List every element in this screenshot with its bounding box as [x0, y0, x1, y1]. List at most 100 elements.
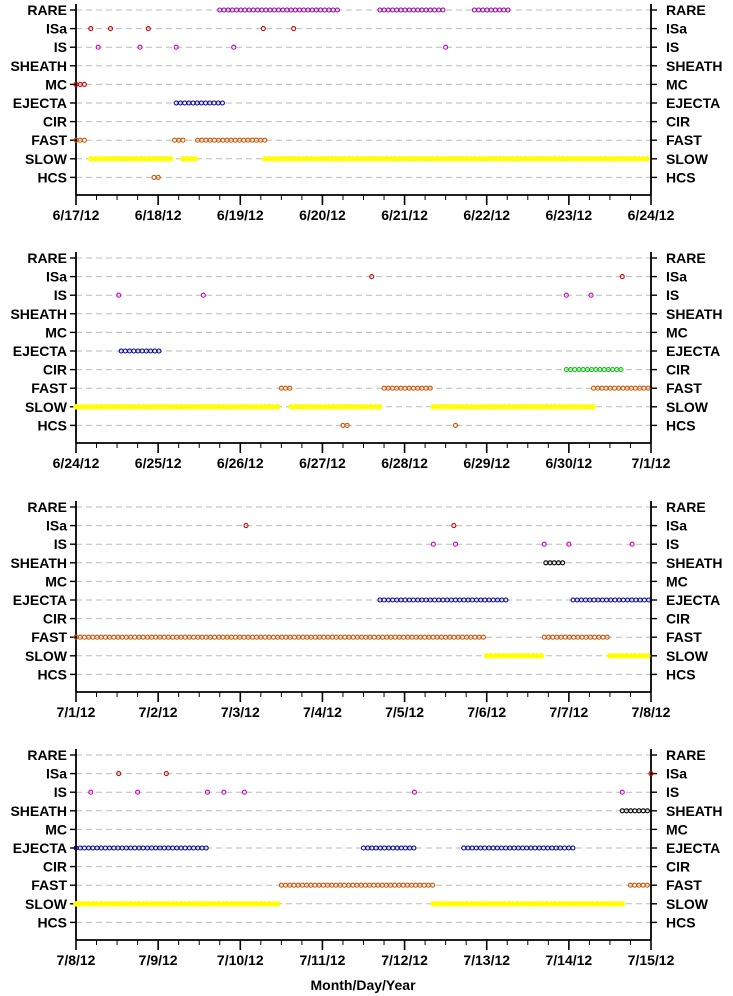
series-ejecta [73, 845, 576, 851]
event-marker-slow [404, 156, 411, 162]
series-slow [73, 404, 596, 410]
event-marker-slow [367, 156, 373, 162]
event-marker-slow [505, 156, 512, 162]
category-label-right: SLOW [666, 399, 709, 415]
event-marker-fast [427, 385, 433, 391]
category-label-right: RARE [666, 250, 706, 266]
event-marker-slow [535, 404, 542, 410]
event-point-is [204, 789, 210, 795]
event-marker-slow [253, 901, 260, 907]
event-marker-slow [467, 156, 474, 162]
event-marker-slow [598, 156, 604, 162]
event-marker-fast [111, 634, 117, 640]
event-marker-ejecta [161, 845, 167, 851]
category-label-left: ISa [46, 766, 67, 782]
event-marker-fast [571, 634, 577, 640]
event-marker-slow [341, 156, 348, 162]
event-marker-slow [192, 156, 199, 162]
event-marker-slow [343, 404, 349, 410]
event-marker-mc [81, 81, 87, 87]
event-marker-slow [443, 404, 449, 410]
category-label-left: HCS [37, 417, 67, 433]
series-sheath [543, 560, 566, 566]
event-marker-slow [153, 901, 159, 907]
event-marker-fast [211, 137, 217, 143]
event-marker-ejecta [431, 597, 438, 603]
event-marker-slow [535, 901, 542, 907]
event-marker-slow [140, 901, 146, 907]
event-marker-fast [421, 882, 427, 888]
category-label-left: EJECTA [13, 343, 67, 359]
event-marker-slow [581, 156, 587, 162]
event-marker-slow [144, 901, 151, 907]
event-marker-slow [598, 901, 605, 907]
event-marker-slow [610, 156, 617, 162]
event-marker-ejecta [410, 597, 417, 603]
event-marker-ejecta [219, 100, 225, 106]
event-marker-sheath [551, 560, 557, 566]
event-marker-slow [636, 653, 643, 659]
chart-panel-1: RARE RARE ISa ISa IS IS SHEATH SHEATH MC MC EJECTA… [10, 2, 722, 223]
category-label-left: HCS [37, 914, 67, 930]
event-point-isa [291, 26, 297, 32]
event-marker-slow [90, 404, 96, 410]
x-tick-label: 7/8/12 [632, 704, 671, 720]
event-marker-slow [585, 404, 592, 410]
event-marker-slow [506, 901, 512, 907]
event-marker-fast [410, 385, 416, 391]
event-marker-slow [442, 156, 449, 162]
event-marker-slow [489, 901, 495, 907]
series-mc [73, 81, 87, 87]
event-marker-slow [518, 156, 524, 162]
event-marker-rare [410, 7, 417, 13]
event-point-isa [619, 274, 625, 280]
event-marker-slow [316, 156, 323, 162]
event-point-is [88, 789, 94, 795]
event-marker-slow [330, 404, 337, 410]
event-marker-fast [451, 634, 457, 640]
event-marker-fast [611, 385, 618, 391]
event-marker-ejecta [203, 845, 209, 851]
category-label-left: SHEATH [10, 58, 67, 74]
category-label-right: SLOW [666, 648, 709, 664]
x-tick-label: 7/1/12 [632, 455, 671, 471]
event-marker-slow [115, 901, 121, 907]
event-marker-fast [180, 137, 186, 143]
category-label-right: CIR [666, 859, 690, 875]
event-marker-slow [85, 404, 92, 410]
event-marker-slow [525, 653, 532, 659]
event-marker-slow [108, 156, 115, 162]
event-marker-slow [119, 404, 125, 410]
event-point-isa [163, 771, 169, 777]
category-label-left: HCS [37, 169, 67, 185]
category-label-right: IS [666, 39, 679, 55]
event-marker-slow [351, 404, 358, 410]
event-marker-slow [178, 901, 184, 907]
event-marker-slow [459, 156, 466, 162]
event-marker-ejecta [111, 845, 117, 851]
event-marker-slow [531, 404, 537, 410]
event-marker-slow [182, 404, 188, 410]
x-tick-label: 7/9/12 [139, 952, 178, 968]
event-marker-slow [379, 156, 386, 162]
event-marker-slow [241, 901, 247, 907]
category-label-right: FAST [666, 629, 702, 645]
event-point-is [135, 789, 141, 795]
event-marker-slow [150, 156, 157, 162]
event-marker-ejecta [641, 597, 647, 603]
event-marker-fast [172, 137, 178, 143]
series-hcs [151, 174, 161, 180]
event-marker-slow [123, 404, 130, 410]
event-marker-slow [228, 901, 235, 907]
event-point-isa [116, 771, 122, 777]
category-label-right: HCS [666, 914, 696, 930]
x-tick-label: 6/30/12 [545, 455, 592, 471]
event-marker-slow [94, 901, 100, 907]
series-fast [278, 385, 651, 391]
event-marker-rare [471, 7, 477, 13]
event-marker-slow [509, 653, 515, 659]
event-marker-slow [514, 901, 521, 907]
category-label-left: RARE [27, 499, 67, 515]
event-marker-slow [527, 901, 533, 907]
event-marker-slow [459, 404, 466, 410]
